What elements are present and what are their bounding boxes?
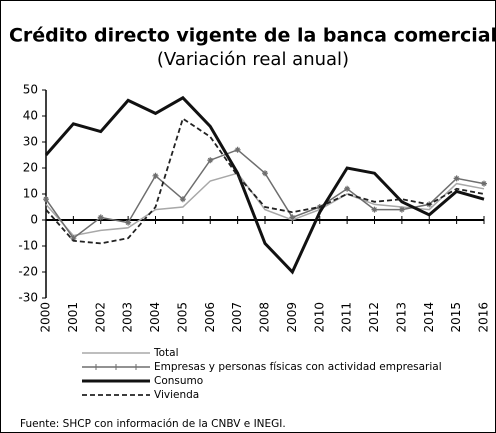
marker [234, 146, 241, 153]
legend-marker [113, 364, 119, 370]
marker [179, 196, 186, 203]
y-tick-label: -10 [18, 239, 38, 253]
y-tick-label: -20 [18, 265, 38, 279]
chart-subtitle: (Variación real anual) [157, 49, 349, 70]
x-tick-label: 2004 [148, 302, 162, 333]
x-tick-label: 2002 [93, 302, 107, 333]
legend-label: Vivienda [154, 389, 199, 401]
marker [97, 214, 104, 221]
marker [344, 185, 351, 192]
series-line [45, 117, 485, 245]
series-line [45, 172, 485, 237]
x-tick-label: 2012 [367, 302, 381, 333]
marker [207, 157, 214, 164]
source-note: Fuente: SHCP con información de la CNBV … [20, 418, 286, 430]
legend-label: Consumo [154, 375, 203, 387]
series-line [44, 95, 485, 275]
legend-marker [93, 364, 99, 370]
x-tick-label: 2003 [121, 302, 135, 333]
legend-marker [133, 364, 139, 370]
marker [152, 172, 159, 179]
x-tick-label: 2000 [39, 302, 53, 333]
x-tick-label: 2007 [230, 302, 244, 333]
x-tick-label: 2011 [340, 302, 354, 333]
legend-label: Total [153, 347, 179, 359]
marker [481, 180, 487, 187]
x-tick-label: 2010 [312, 302, 326, 333]
marker [43, 196, 49, 203]
y-tick-label: 10 [23, 187, 38, 201]
x-tick-label: 2016 [477, 302, 491, 333]
chart-title: Crédito directo vigente de la banca come… [9, 25, 496, 47]
x-tick-label: 2006 [203, 302, 217, 333]
y-tick-label: -30 [18, 291, 38, 305]
legend-label: Empresas y personas físicas con activida… [154, 361, 442, 373]
series-line [45, 148, 485, 240]
marker [371, 206, 378, 213]
x-tick-label: 2014 [422, 302, 436, 333]
marker [453, 175, 460, 182]
y-tick-label: 30 [23, 135, 38, 149]
x-tick-label: 2013 [394, 302, 408, 333]
y-tick-label: 20 [23, 161, 38, 175]
y-tick-label: 50 [23, 83, 38, 97]
marker [289, 214, 296, 221]
x-tick-label: 2008 [258, 302, 272, 333]
marker [262, 170, 268, 177]
x-tick-label: 2005 [175, 302, 189, 333]
y-tick-label: 0 [30, 213, 38, 227]
y-tick-label: 40 [23, 109, 38, 123]
marker [125, 219, 132, 226]
x-tick-label: 2009 [285, 302, 299, 333]
x-tick-label: 2015 [449, 302, 463, 333]
x-tick-label: 2001 [66, 302, 80, 333]
marker [70, 235, 77, 242]
marker [398, 206, 405, 213]
